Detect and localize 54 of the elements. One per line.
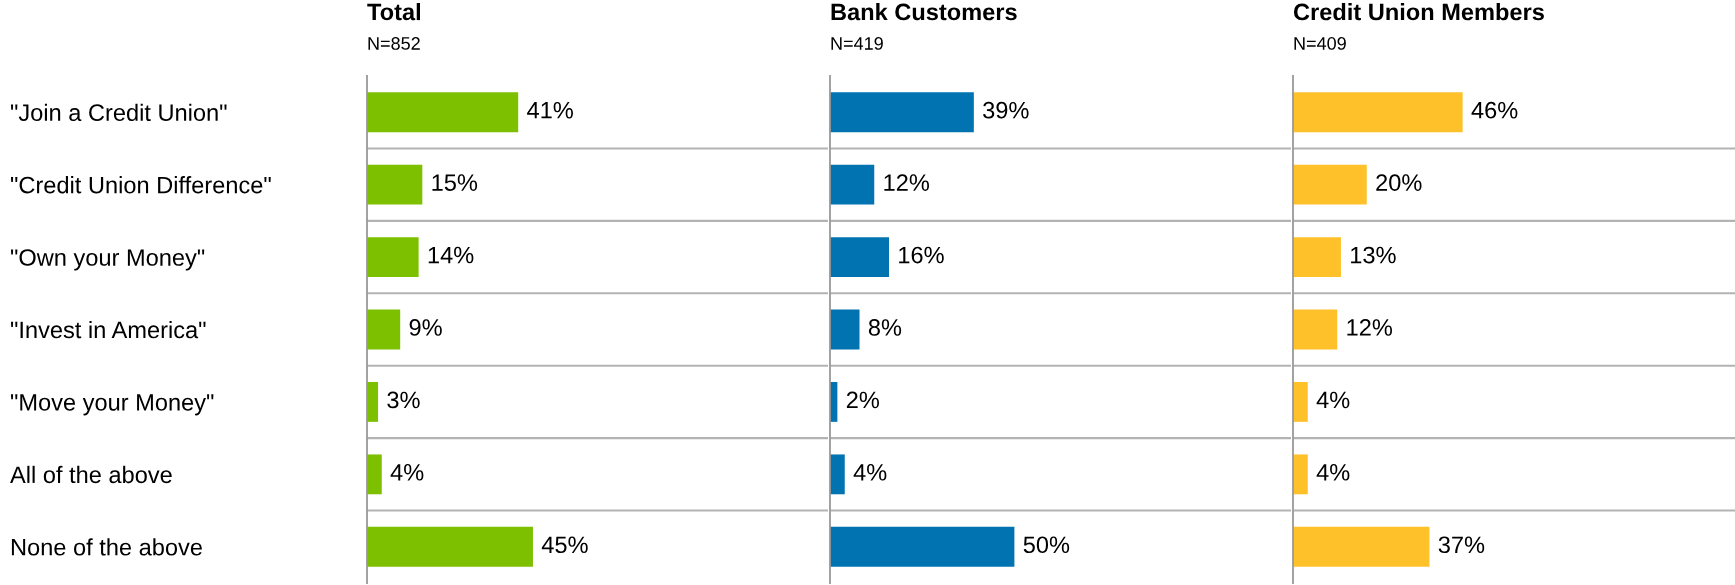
data-label: 2% — [846, 391, 879, 409]
y-tick-label: "Move your Money" — [11, 394, 214, 416]
bar — [830, 309, 860, 350]
chart-title: Bank Customers — [831, 3, 1017, 21]
chart-subtitle: N=852 — [368, 37, 420, 50]
bar — [830, 526, 1015, 567]
bar — [830, 92, 974, 133]
data-label: 12% — [884, 174, 930, 191]
data-label: 50% — [1023, 536, 1070, 554]
bar — [367, 237, 419, 277]
y-tick-label: None of the above — [11, 538, 202, 556]
data-label: 46% — [1471, 101, 1518, 119]
bar — [367, 526, 533, 567]
chart-subtitle: N=409 — [1294, 37, 1346, 50]
data-label: 41% — [527, 101, 573, 119]
bar — [367, 92, 519, 133]
bar — [1293, 382, 1308, 422]
bar — [367, 164, 423, 205]
data-label: 4% — [390, 464, 424, 481]
data-label: 4% — [1316, 464, 1350, 481]
data-label: 20% — [1376, 174, 1422, 191]
bar — [1293, 237, 1341, 277]
data-label: 13% — [1351, 246, 1396, 264]
y-tick-label: "Join a Credit Union" — [11, 103, 227, 121]
bar — [367, 309, 401, 350]
bar — [1293, 526, 1430, 567]
bar — [830, 454, 845, 495]
chart-subtitle: N=419 — [831, 37, 883, 50]
bar — [830, 164, 875, 205]
bar — [830, 237, 890, 277]
y-tick-label: "Own your Money" — [11, 249, 205, 271]
bar — [1293, 309, 1338, 350]
data-label: 37% — [1438, 536, 1485, 554]
data-label: 15% — [432, 174, 478, 191]
y-tick-label: "Credit Union Difference" — [11, 176, 271, 194]
data-label: 39% — [983, 101, 1029, 119]
data-label: 8% — [868, 319, 902, 336]
y-tick-label: All of the above — [10, 465, 172, 484]
bar — [367, 454, 382, 495]
data-label: 4% — [1316, 391, 1350, 409]
chart-title: Credit Union Members — [1293, 3, 1544, 21]
bar — [1293, 454, 1308, 495]
data-label: 12% — [1347, 319, 1393, 336]
data-label: 3% — [387, 391, 420, 409]
data-label: 9% — [409, 319, 442, 336]
chart-title: Total — [367, 3, 420, 21]
data-label: 4% — [853, 464, 887, 481]
data-label: 45% — [541, 536, 588, 554]
data-label: 16% — [899, 246, 944, 264]
bar — [1293, 92, 1463, 133]
bar — [367, 382, 379, 422]
data-label: 14% — [428, 246, 474, 264]
bar — [1293, 164, 1367, 205]
y-tick-label: "Invest in America" — [11, 320, 206, 339]
